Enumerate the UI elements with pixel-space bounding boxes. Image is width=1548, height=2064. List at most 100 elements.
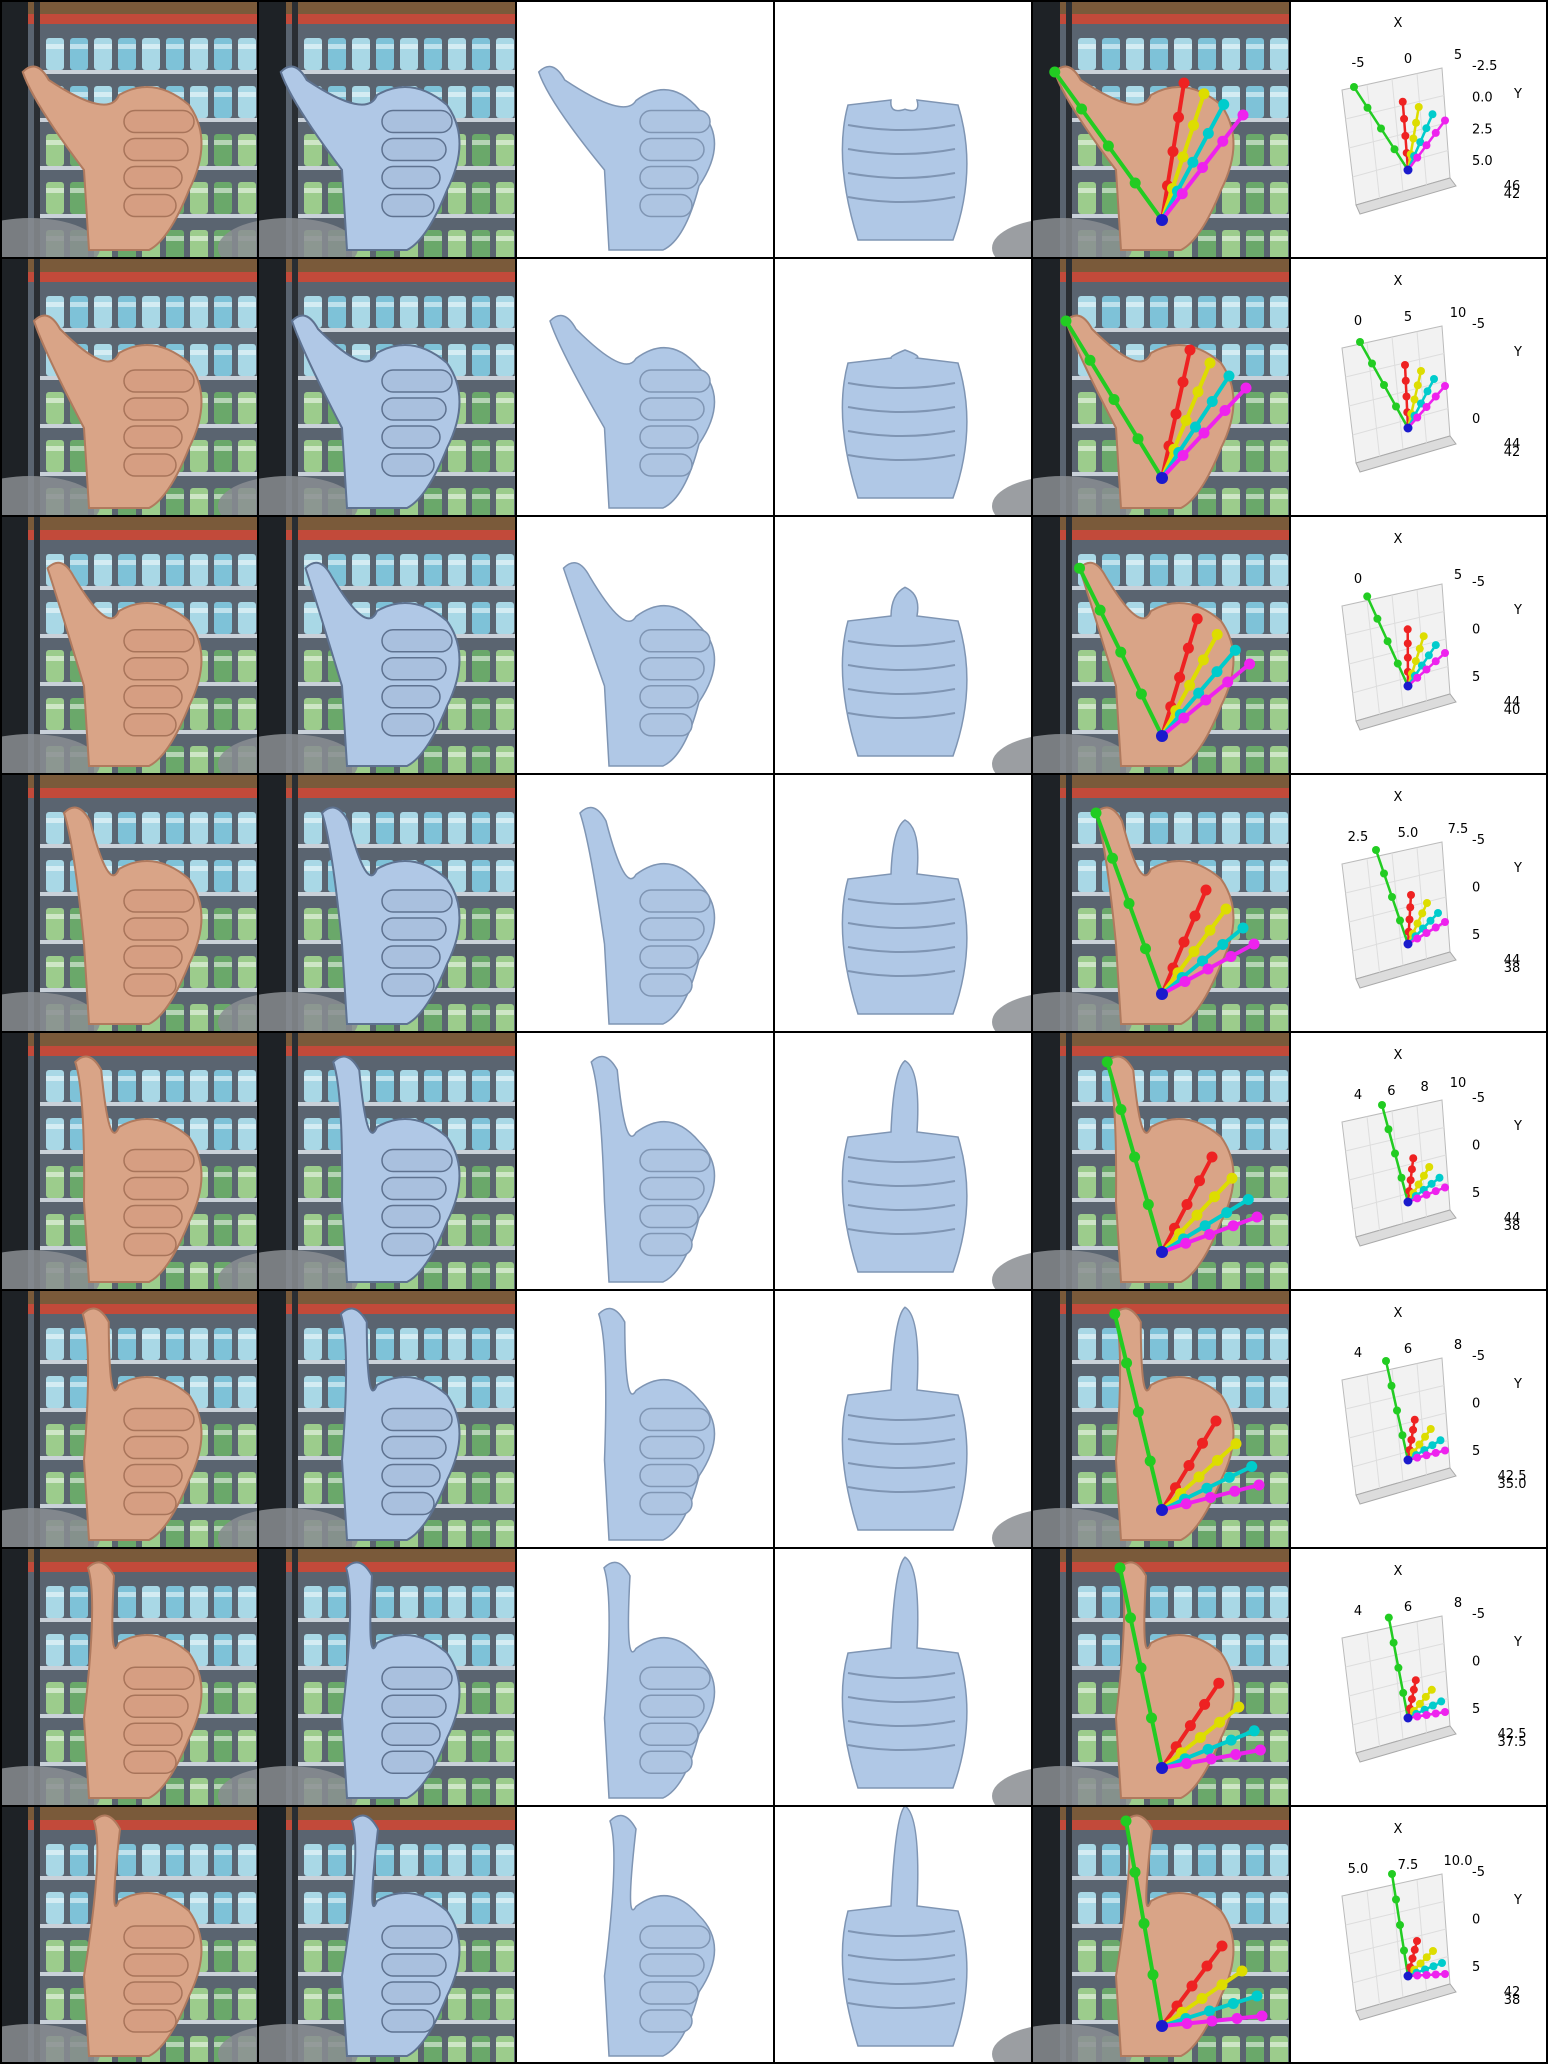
y-tick-label: -5	[1472, 317, 1485, 332]
y-tick-label: -5	[1472, 1865, 1485, 1880]
wrist-3d-joint	[1403, 681, 1413, 691]
middle-3d-joint	[1414, 103, 1423, 111]
wrist-joint	[1156, 988, 1168, 1000]
z-tick-label: 37.5	[1498, 1735, 1527, 1750]
ring-joint	[1197, 955, 1208, 967]
input-photo	[0, 774, 258, 1052]
index-3d-joint	[1407, 1165, 1416, 1174]
thumb-3d-joint	[1400, 1946, 1408, 1955]
thumb-3d-joint	[1380, 869, 1388, 878]
mesh-overlay-photo	[218, 1806, 516, 2064]
pinky-joint	[1202, 963, 1214, 975]
index-joint	[1210, 1415, 1222, 1427]
z-tick-label: 38	[1504, 1219, 1521, 1234]
wrist-joint	[1156, 1246, 1168, 1258]
ring-3d-joint	[1436, 1436, 1445, 1445]
ring-joint	[1229, 644, 1241, 656]
pinky-joint	[1200, 694, 1212, 706]
thumb-3d-joint	[1377, 124, 1385, 133]
ring-3d-joint	[1430, 375, 1438, 383]
pinky-3d-joint	[1413, 153, 1422, 162]
index-3d-joint	[1410, 1945, 1419, 1954]
middle-3d-joint	[1426, 1425, 1435, 1433]
input-photo	[0, 1806, 258, 2064]
thumb-3d-joint	[1394, 1663, 1403, 1672]
index-3d-joint	[1406, 1176, 1415, 1185]
mesh-render-front	[516, 0, 774, 258]
pinky-joint	[1227, 1220, 1239, 1232]
thumb-joint	[1115, 646, 1127, 658]
middle-3d-joint	[1427, 1685, 1436, 1694]
middle-joint	[1236, 1965, 1248, 1977]
pinky-joint	[1254, 1744, 1266, 1756]
ring-3d-joint	[1428, 1701, 1437, 1710]
mesh-overlay-photo	[218, 0, 516, 278]
mesh-render-side	[774, 774, 1032, 1032]
thumb-3d-joint	[1396, 1921, 1404, 1929]
index-joint	[1174, 671, 1186, 683]
ring-joint	[1223, 1471, 1235, 1483]
middle-joint	[1198, 88, 1210, 100]
plot-floor	[1355, 1983, 1457, 2021]
y-tick-label: 0	[1472, 623, 1480, 638]
index-3d-joint	[1401, 131, 1410, 140]
wrist-joint	[1156, 2020, 1168, 2032]
index-joint	[1201, 1960, 1213, 1972]
pinky-3d-joint	[1422, 929, 1431, 937]
plot-floor	[1355, 1725, 1457, 1763]
z-tick-label: 44	[1504, 437, 1521, 452]
index-joint	[1197, 1437, 1208, 1449]
index-3d-joint	[1401, 376, 1410, 385]
y-tick-label: 2.5	[1472, 122, 1493, 137]
y-tick-label: 5	[1472, 1702, 1480, 1717]
middle-3d-joint	[1421, 1432, 1430, 1441]
wrist-3d-joint	[1403, 165, 1413, 175]
ring-3d-joint	[1429, 1962, 1438, 1971]
skeleton-overlay-photo	[992, 1548, 1290, 1826]
middle-3d-joint	[1421, 1692, 1430, 1701]
pinky-3d-joint	[1413, 1453, 1422, 1462]
middle-3d-joint	[1415, 644, 1424, 653]
middle-3d-joint	[1425, 1163, 1434, 1171]
pinky-joint	[1230, 1749, 1242, 1760]
index-3d-joint	[1403, 639, 1412, 648]
ring-joint	[1206, 396, 1218, 407]
input-photo	[0, 1032, 258, 1310]
x-axis-label: X	[1394, 532, 1403, 547]
ring-joint	[1202, 127, 1214, 139]
pinky-3d-joint	[1413, 1194, 1422, 1203]
pinky-3d-joint	[1441, 1183, 1449, 1192]
skeleton-overlay-photo	[992, 1806, 1290, 2064]
skeleton-overlay-photo	[992, 0, 1290, 278]
x-axis-label: X	[1394, 16, 1403, 31]
thumb-joint	[1138, 1918, 1150, 1929]
input-photo	[0, 1548, 258, 1826]
thumb-joint	[1146, 1712, 1157, 1724]
x-tick-label: 6	[1404, 1342, 1412, 1357]
middle-joint	[1220, 903, 1232, 915]
plot-floor	[1355, 1467, 1457, 1505]
mesh-render-front	[516, 258, 774, 516]
pinky-joint	[1177, 450, 1189, 461]
thumb-joint	[1074, 562, 1085, 574]
x-tick-label: -5	[1352, 56, 1365, 71]
z-tick-label: 46	[1504, 179, 1521, 194]
y-tick-label: -5	[1472, 1349, 1485, 1364]
skeleton-overlay-photo	[992, 1032, 1290, 1310]
wrist-joint	[1156, 730, 1168, 742]
index-joint	[1191, 613, 1203, 625]
middle-3d-joint	[1415, 1699, 1424, 1708]
z-tick-label: 40	[1504, 703, 1521, 718]
thumb-3d-joint	[1393, 659, 1402, 668]
thumb-3d-joint	[1382, 1357, 1390, 1365]
index-3d-joint	[1409, 1685, 1418, 1694]
index-joint	[1181, 1199, 1193, 1210]
plot-floor	[1355, 1209, 1457, 1247]
ring-joint	[1217, 939, 1229, 950]
index-3d-joint	[1400, 114, 1409, 123]
pinky-joint	[1219, 405, 1231, 416]
ring-3d-joint	[1422, 124, 1431, 133]
thumb-3d-joint	[1384, 1125, 1393, 1134]
